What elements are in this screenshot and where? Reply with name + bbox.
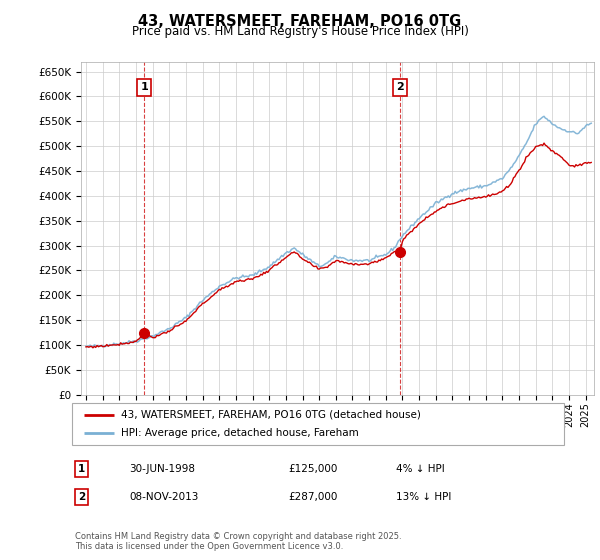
Text: 43, WATERSMEET, FAREHAM, PO16 0TG: 43, WATERSMEET, FAREHAM, PO16 0TG <box>139 14 461 29</box>
Text: 08-NOV-2013: 08-NOV-2013 <box>129 492 199 502</box>
Text: 4% ↓ HPI: 4% ↓ HPI <box>396 464 445 474</box>
Text: 1: 1 <box>140 82 148 92</box>
Text: 1: 1 <box>78 464 85 474</box>
Text: HPI: Average price, detached house, Fareham: HPI: Average price, detached house, Fare… <box>121 428 359 438</box>
Text: 2: 2 <box>78 492 85 502</box>
Text: 30-JUN-1998: 30-JUN-1998 <box>129 464 195 474</box>
Text: This data is licensed under the Open Government Licence v3.0.: This data is licensed under the Open Gov… <box>75 542 343 551</box>
Text: £287,000: £287,000 <box>288 492 337 502</box>
Text: 43, WATERSMEET, FAREHAM, PO16 0TG (detached house): 43, WATERSMEET, FAREHAM, PO16 0TG (detac… <box>121 410 421 420</box>
Text: Price paid vs. HM Land Registry's House Price Index (HPI): Price paid vs. HM Land Registry's House … <box>131 25 469 38</box>
Text: Contains HM Land Registry data © Crown copyright and database right 2025.: Contains HM Land Registry data © Crown c… <box>75 532 401 541</box>
Text: £125,000: £125,000 <box>288 464 337 474</box>
FancyBboxPatch shape <box>72 403 564 445</box>
Text: 2: 2 <box>396 82 404 92</box>
Text: 13% ↓ HPI: 13% ↓ HPI <box>396 492 451 502</box>
